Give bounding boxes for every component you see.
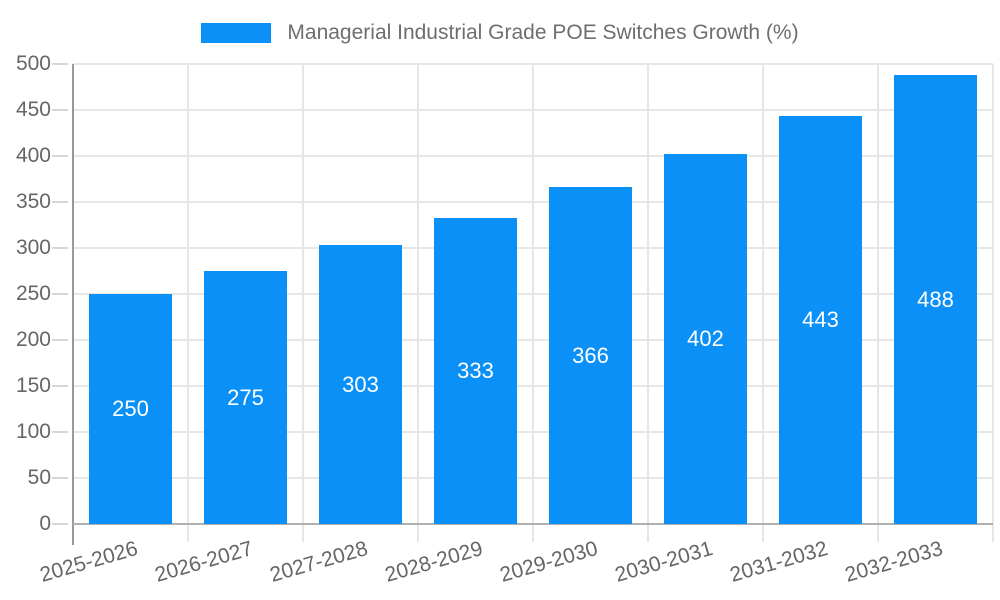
x-gridline [647,64,649,542]
x-gridline [187,64,189,542]
x-gridline [417,64,419,542]
bar[interactable] [204,271,287,524]
y-axis-label: 300 [15,236,51,259]
y-axis-label: 500 [15,52,51,75]
bar[interactable] [89,294,172,524]
bar[interactable] [664,154,747,524]
x-gridline [532,64,534,542]
y-axis-label: 50 [27,466,51,489]
y-axis-tick [52,155,68,157]
y-axis-label: 200 [15,328,51,351]
y-axis-tick [52,247,68,249]
x-axis-line [73,523,993,525]
y-axis-tick [52,431,68,433]
x-gridline [302,64,304,542]
y-axis-tick [52,477,68,479]
legend-swatch-icon[interactable] [201,23,272,43]
y-axis-label: 250 [15,282,51,305]
y-axis-tick [52,523,68,525]
bar[interactable] [894,75,977,524]
y-axis-tick [52,201,68,203]
x-gridline [992,64,994,542]
y-axis-line [72,64,74,545]
y-axis-tick [52,293,68,295]
y-axis-label: 0 [39,512,51,535]
x-gridline [762,64,764,542]
bar[interactable] [549,187,632,524]
y-axis-label: 350 [15,190,51,213]
bar[interactable] [434,217,517,524]
chart-legend[interactable]: Managerial Industrial Grade POE Switches… [0,21,1000,45]
bar[interactable] [779,116,862,524]
y-axis-label: 100 [15,420,51,443]
y-axis-tick [52,385,68,387]
y-axis-label: 450 [15,98,51,121]
y-axis-label: 400 [15,144,51,167]
x-gridline [877,64,879,542]
chart-title: Managerial Industrial Grade POE Switches… [287,21,799,44]
y-axis-tick [52,63,68,65]
bar[interactable] [319,245,402,524]
y-axis-tick [52,339,68,341]
y-axis-tick [52,109,68,111]
y-axis-label: 150 [15,374,51,397]
